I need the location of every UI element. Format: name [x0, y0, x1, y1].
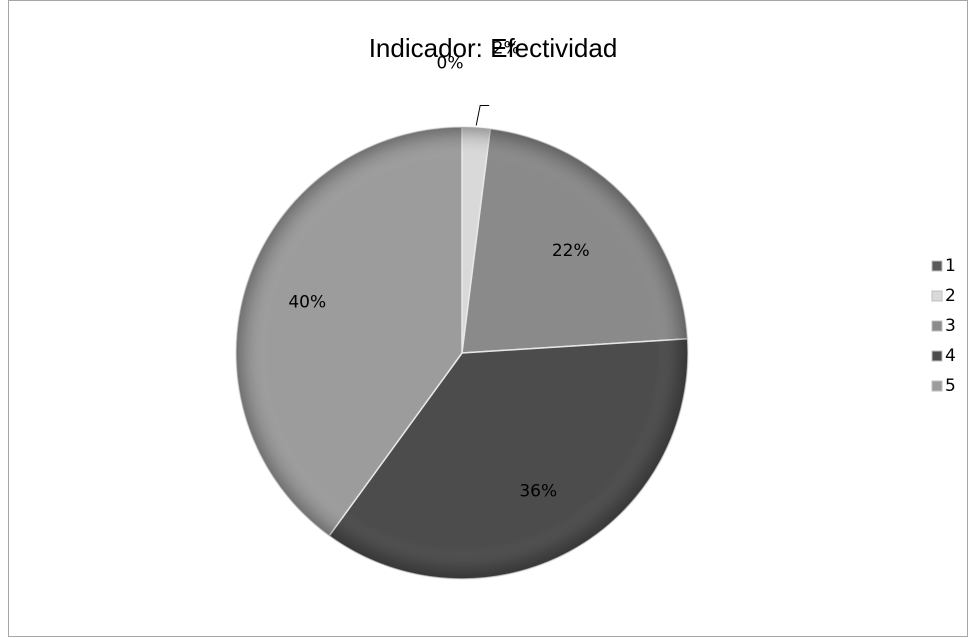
legend-swatch-1: [931, 260, 943, 272]
pie-slices: [235, 126, 689, 580]
data-label-5: 40%: [288, 293, 326, 313]
legend-label-5: 5: [945, 376, 956, 396]
data-label-3: 22%: [552, 241, 590, 261]
legend-swatch-3: [931, 320, 943, 332]
legend-label-2: 2: [945, 286, 956, 306]
data-label-2: 2%: [493, 38, 520, 58]
legend-label-1: 1: [945, 256, 956, 276]
data-labels: 0% 2% 22% 36% 40%: [288, 38, 589, 501]
legend-label-3: 3: [945, 316, 956, 336]
chart-title: Indicador: Efectividad: [369, 33, 618, 63]
data-label-4: 36%: [519, 482, 557, 502]
data-label-1: 0%: [437, 54, 464, 74]
legend: 1 2 3 4 5: [931, 256, 956, 396]
chart-area: Indicador: Efectividad 0% 2% 22% 36% 40% 1 2 3…: [8, 0, 968, 637]
leader-line-2: [475, 104, 490, 126]
legend-label-4: 4: [945, 346, 956, 366]
legend-swatch-4: [931, 350, 943, 362]
legend-swatch-5: [931, 380, 943, 392]
legend-swatch-2: [931, 290, 943, 302]
pie-chart: Indicador: Efectividad 0% 2% 22% 36% 40% 1 2 3…: [235, 33, 956, 580]
